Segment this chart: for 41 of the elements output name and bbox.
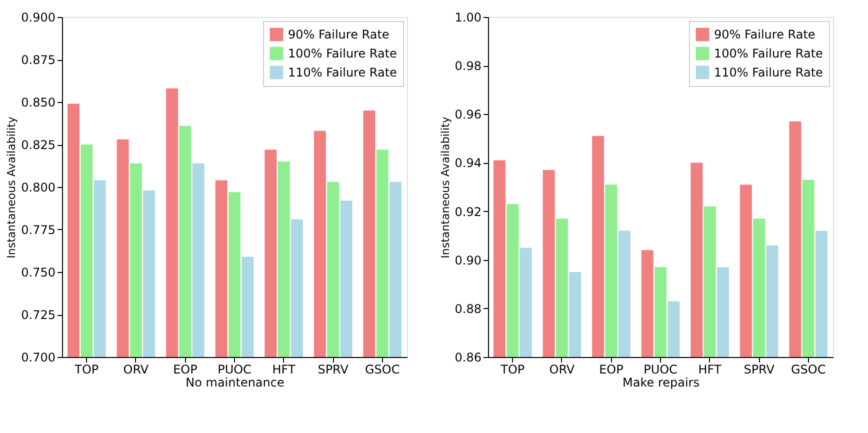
y-tick-label: 0.700 [21,350,56,364]
x-axis-title: Make repairs [622,376,700,390]
y-tick-label: 0.96 [454,108,482,122]
y-tick-label: 0.800 [21,180,56,194]
y-tick-label: 0.750 [21,266,56,280]
x-axis-title: No maintenance [186,376,284,390]
x-tick-label: TOP [500,362,525,376]
x-tick-label: GSOC [790,362,826,376]
x-tick-label: PUOC [218,362,252,376]
y-tick-label: 0.875 [21,53,56,67]
x-tick-label: HFT [272,362,296,376]
y-tick-label: 0.88 [454,302,482,316]
y-tick-label: 0.92 [454,204,482,219]
y-axis-title: Instantaneous Availability [5,116,18,258]
x-tick-label: EOP [173,362,198,376]
x-tick-label: EOP [599,362,624,376]
y-tick-label: 0.94 [454,156,482,170]
x-tick-label: PUOC [644,362,678,376]
y-tick-label: 0.86 [454,350,482,364]
y-axis-title: Instantaneous Availability [438,116,452,258]
x-tick-label: HFT [698,362,722,376]
x-tick-label: SPRV [318,362,350,376]
legend-label: 90% Failure Rate [714,28,816,42]
x-tick-label: GSOC [364,362,400,376]
y-tick-label: 0.825 [21,138,56,152]
y-tick-label: 0.775 [21,223,56,237]
legend-label: 100% Failure Rate [288,46,397,60]
x-tick-label: SPRV [744,362,776,376]
y-tick-label: 1.00 [454,10,482,24]
y-tick-label: 0.900 [21,10,56,24]
legend-label: 110% Failure Rate [714,66,823,80]
y-tick-label: 0.725 [21,308,56,322]
x-tick-label: ORV [549,362,576,376]
legend-label: 100% Failure Rate [714,46,823,60]
legend-label: 110% Failure Rate [288,66,397,80]
y-tick-label: 0.90 [454,253,482,268]
x-tick-label: ORV [123,362,150,376]
y-tick-label: 0.98 [454,59,482,74]
legend-label: 90% Failure Rate [288,28,390,42]
y-tick-label: 0.850 [21,96,56,110]
x-tick-label: TOP [74,362,99,376]
